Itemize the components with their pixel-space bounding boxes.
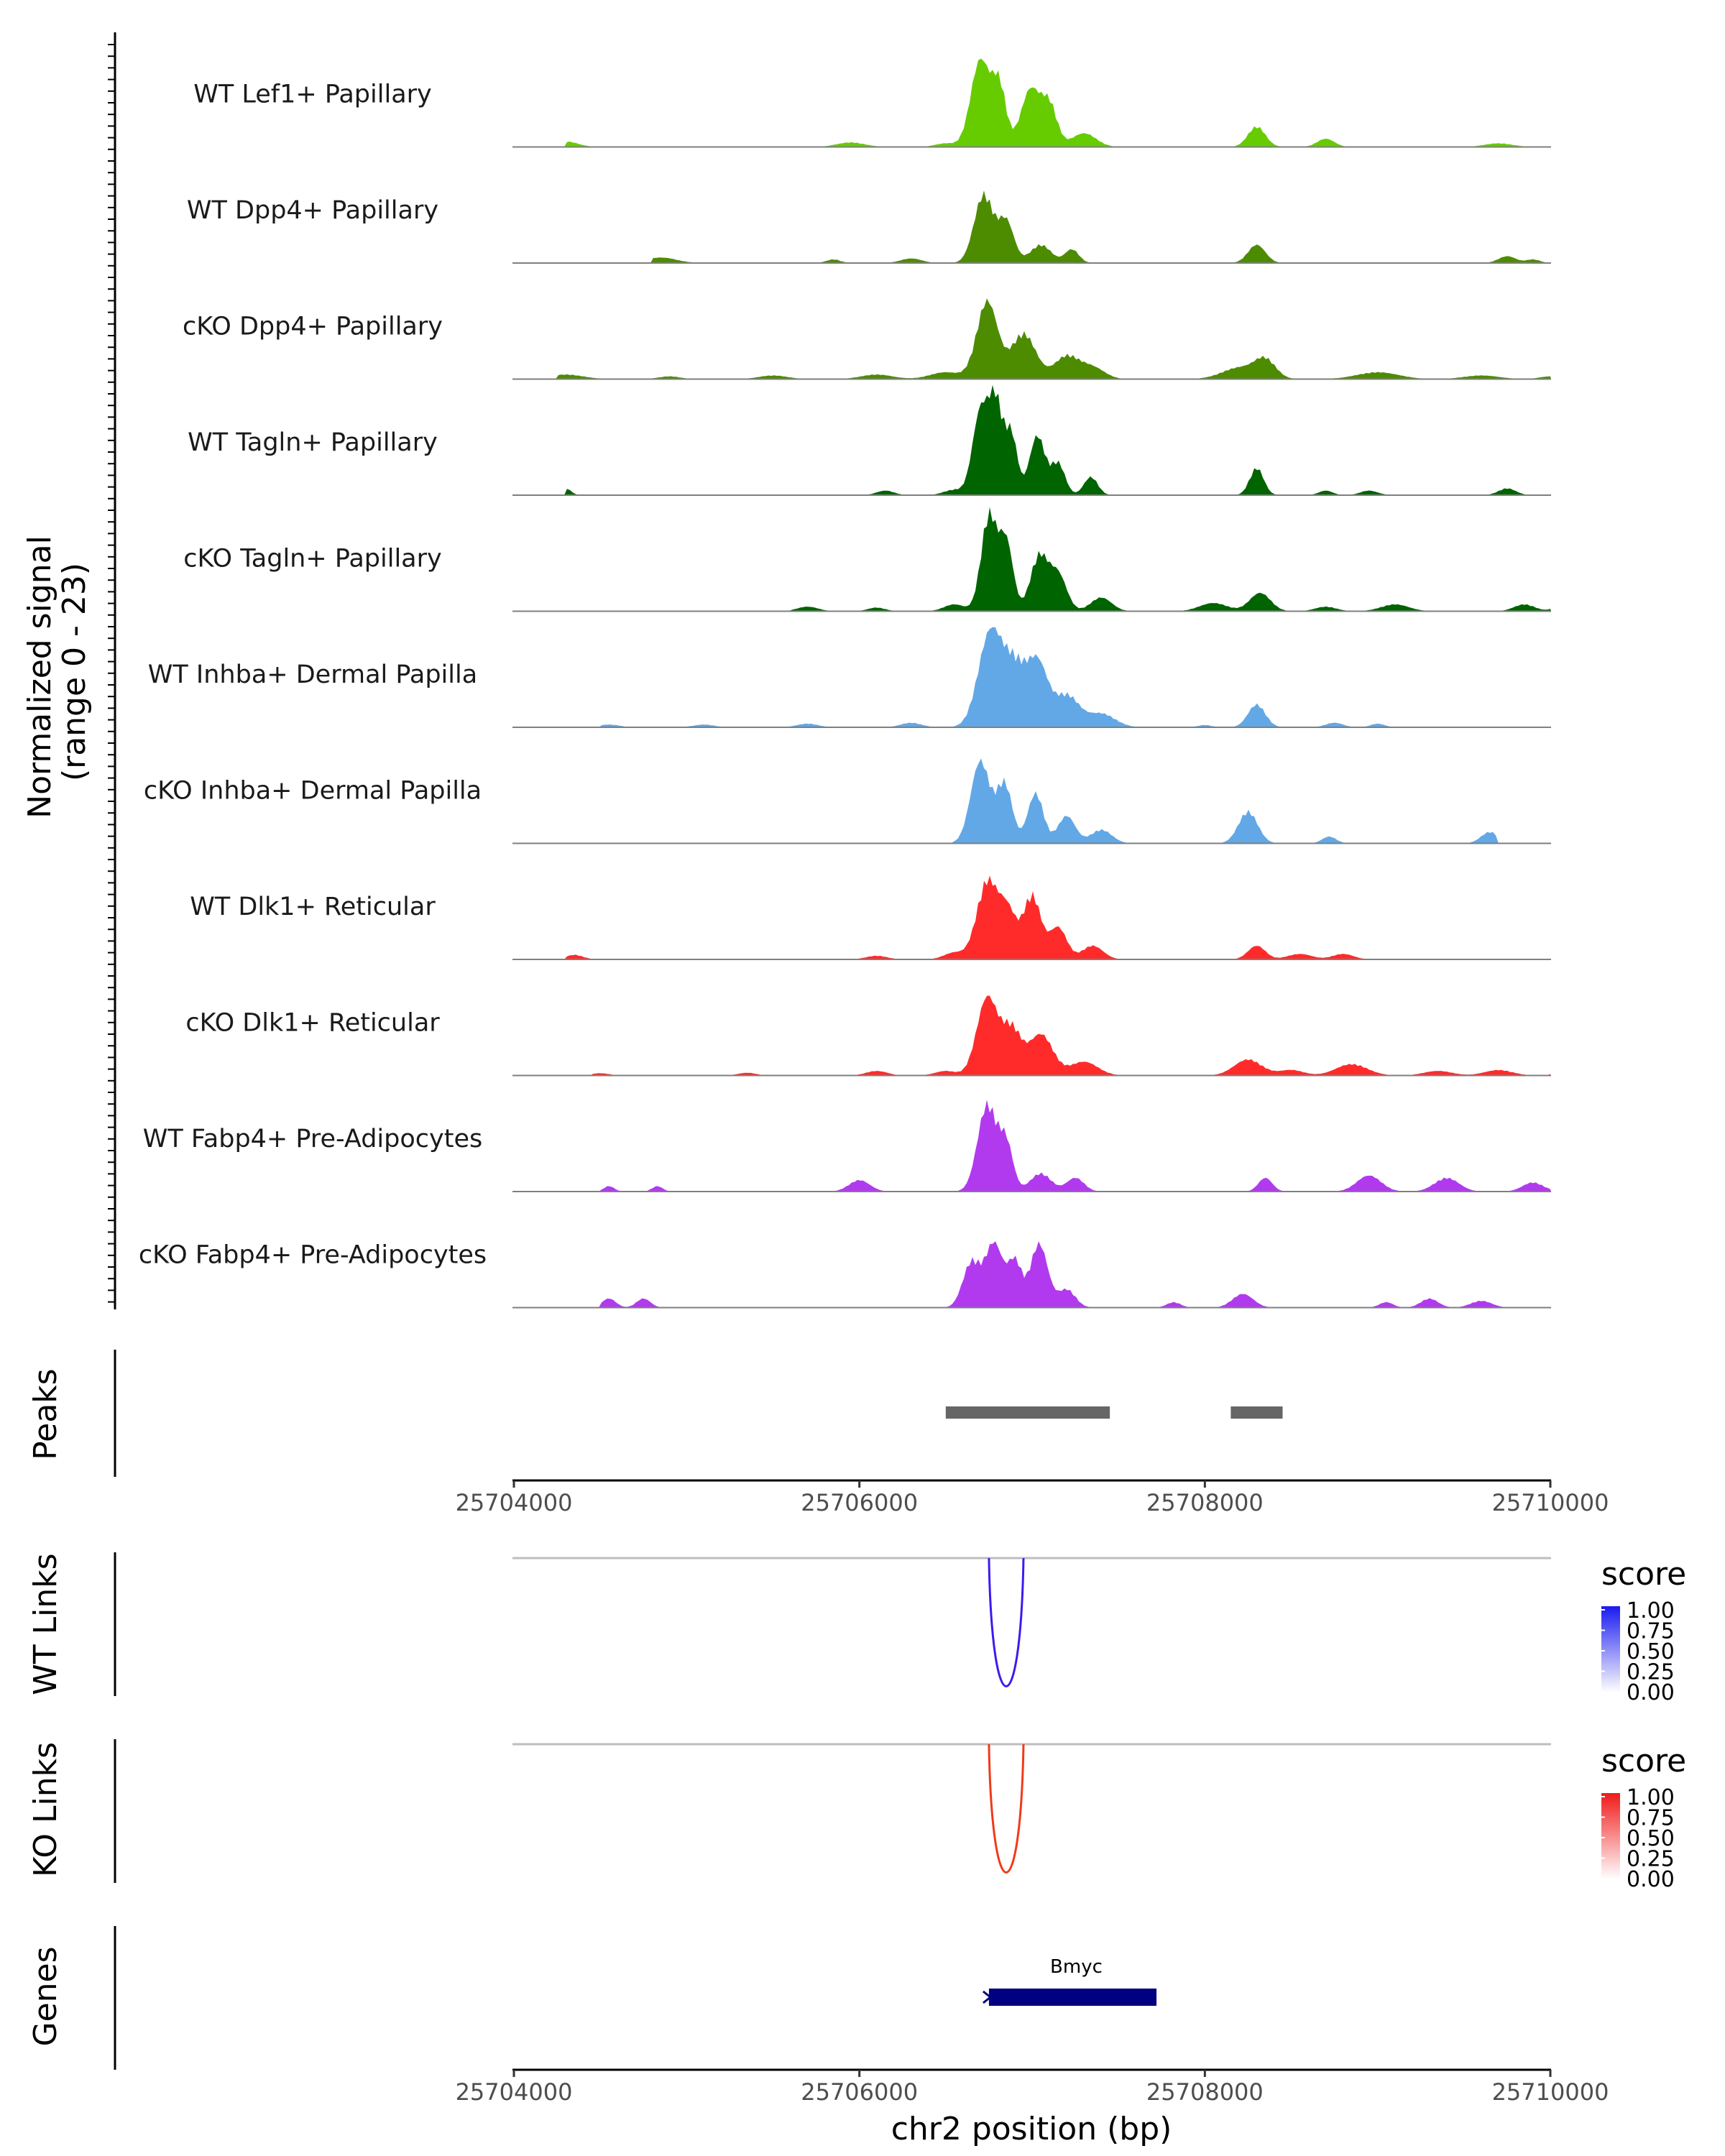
coverage-area — [512, 627, 1551, 727]
x-tick-label: 25704000 — [456, 1489, 573, 1516]
x-axis-title: chr2 position (bp) — [891, 2111, 1172, 2147]
y-axis-title-line-2: (range 0 - 23) — [56, 563, 93, 781]
coverage-area — [512, 507, 1551, 612]
coverage-area — [512, 58, 1551, 147]
ko-links-track-label: KO Links — [27, 1742, 64, 1877]
genes-track-label: Genes — [27, 1946, 64, 2046]
coverage-area — [512, 758, 1551, 844]
legend-tick-label: 0.25 — [1627, 1660, 1675, 1685]
legend-tick-label: 0.50 — [1627, 1639, 1675, 1664]
wt-legend-ticks: 1.000.750.500.250.00 — [1601, 1598, 1675, 1705]
coverage-tracks: WT Lef1+ Papillary WT Dpp4+ Papillary cKO … — [139, 58, 1551, 1309]
coverage-track: cKO Dpp4+ Papillary — [183, 298, 1551, 380]
x-tick-label: 25710000 — [1492, 2078, 1609, 2106]
gene-body — [988, 1989, 1157, 2006]
ko-legend-ticks: 1.000.750.500.250.00 — [1601, 1785, 1675, 1892]
wt-legend-title: score — [1601, 1556, 1686, 1593]
coverage-track: cKO Dlk1+ Reticular — [185, 995, 1551, 1077]
coverage-track-label: cKO Dlk1+ Reticular — [185, 1009, 440, 1038]
genes-track: Bmyc — [982, 1956, 1157, 2006]
x-axis-lower: 25704000 25706000 25708000 25710000 — [456, 2068, 1609, 2106]
coverage-track-label: WT Dlk1+ Reticular — [190, 893, 436, 921]
coverage-track-label: cKO Fabp4+ Pre-Adipocytes — [139, 1241, 487, 1270]
coverage-track: cKO Tagln+ Papillary — [183, 507, 1551, 612]
x-tick-label: 25704000 — [456, 2078, 573, 2106]
coverage-track: WT Dlk1+ Reticular — [190, 875, 1551, 960]
peak-region — [1230, 1406, 1283, 1419]
wt-links-track-label: WT Links — [27, 1553, 64, 1695]
coverage-track-label: WT Inhba+ Dermal Papilla — [148, 660, 477, 689]
legend-tick-label: 1.00 — [1627, 1598, 1675, 1623]
ko-legend-title: score — [1601, 1743, 1686, 1779]
legend-tick-label: 0.00 — [1627, 1680, 1675, 1705]
link-arc — [988, 1743, 1025, 1874]
x-axis-upper: 25704000 25706000 25708000 25710000 — [456, 1479, 1609, 1516]
x-tick-label: 25710000 — [1492, 1489, 1609, 1516]
coverage-track: WT Fabp4+ Pre-Adipocytes — [143, 1100, 1551, 1192]
legend-tick-label: 1.00 — [1627, 1785, 1675, 1810]
coverage-area — [512, 384, 1551, 495]
legend-tick-label: 0.50 — [1627, 1826, 1675, 1851]
coverage-area — [512, 995, 1551, 1076]
coverage-track-label: WT Tagln+ Papillary — [188, 428, 438, 457]
wt-links-legend: score 1.000.750.500.250.00 — [1601, 1556, 1686, 1705]
coverage-track: WT Dpp4+ Papillary — [187, 190, 1551, 264]
gene-strand-arrow — [982, 1990, 993, 2004]
coverage-track-label: cKO Tagln+ Papillary — [183, 545, 442, 573]
x-tick-label: 25708000 — [1146, 2078, 1264, 2106]
x-tick-label: 25706000 — [801, 1489, 918, 1516]
legend-tick-label: 0.75 — [1627, 1619, 1675, 1644]
peaks-track-label: Peaks — [27, 1368, 64, 1460]
coverage-area — [512, 190, 1551, 263]
coverage-track-label: cKO Dpp4+ Papillary — [183, 313, 443, 341]
legend-tick-label: 0.75 — [1627, 1806, 1675, 1831]
coverage-track: WT Inhba+ Dermal Papilla — [148, 627, 1551, 728]
ko-legend-colorbar — [1601, 1793, 1620, 1879]
coverage-track: WT Lef1+ Papillary — [193, 58, 1551, 148]
x-tick-label: 25706000 — [801, 2078, 918, 2106]
coverage-track-label: WT Fabp4+ Pre-Adipocytes — [143, 1125, 482, 1153]
coverage-area — [512, 1241, 1551, 1308]
legend-tick-label: 0.25 — [1627, 1847, 1675, 1872]
link-arc — [988, 1557, 1025, 1687]
y-axis-title-line-1: Normalized signal — [22, 535, 58, 819]
ko-links-legend: score 1.000.750.500.250.00 — [1601, 1743, 1686, 1892]
coverage-area — [512, 875, 1551, 959]
coverage-track-label: cKO Inhba+ Dermal Papilla — [144, 777, 482, 806]
wt-legend-colorbar — [1601, 1606, 1620, 1692]
coverage-track: cKO Inhba+ Dermal Papilla — [144, 758, 1551, 844]
coverage-y-ticks — [108, 44, 115, 1303]
coverage-area — [512, 298, 1551, 379]
coverage-track-label: WT Lef1+ Papillary — [193, 80, 432, 109]
x-tick-label: 25708000 — [1146, 1489, 1264, 1516]
peaks-track — [945, 1406, 1283, 1419]
link-tracks — [512, 1557, 1551, 1874]
y-axis-title: Normalized signal (range 0 - 23) — [22, 525, 93, 819]
coverage-track: cKO Fabp4+ Pre-Adipocytes — [139, 1241, 1551, 1309]
gene-label: Bmyc — [1050, 1956, 1103, 1978]
peak-region — [945, 1406, 1110, 1419]
coverage-area — [512, 1100, 1551, 1192]
legend-tick-label: 0.00 — [1627, 1867, 1675, 1892]
coverage-track: WT Tagln+ Papillary — [188, 384, 1551, 496]
coverage-track-label: WT Dpp4+ Papillary — [187, 196, 438, 225]
